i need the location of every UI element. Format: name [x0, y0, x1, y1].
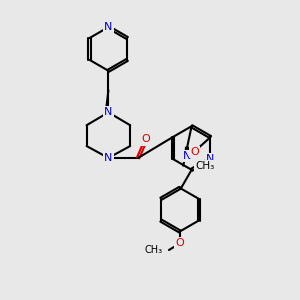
Text: O: O	[190, 147, 199, 157]
Text: N: N	[104, 153, 112, 163]
Text: O: O	[176, 238, 184, 248]
Text: N: N	[206, 154, 215, 164]
Text: N: N	[104, 107, 112, 117]
Text: O: O	[142, 134, 150, 144]
Text: N: N	[183, 151, 191, 161]
Text: CH₃: CH₃	[195, 161, 214, 171]
Text: N: N	[104, 22, 112, 32]
Text: CH₃: CH₃	[145, 245, 163, 255]
